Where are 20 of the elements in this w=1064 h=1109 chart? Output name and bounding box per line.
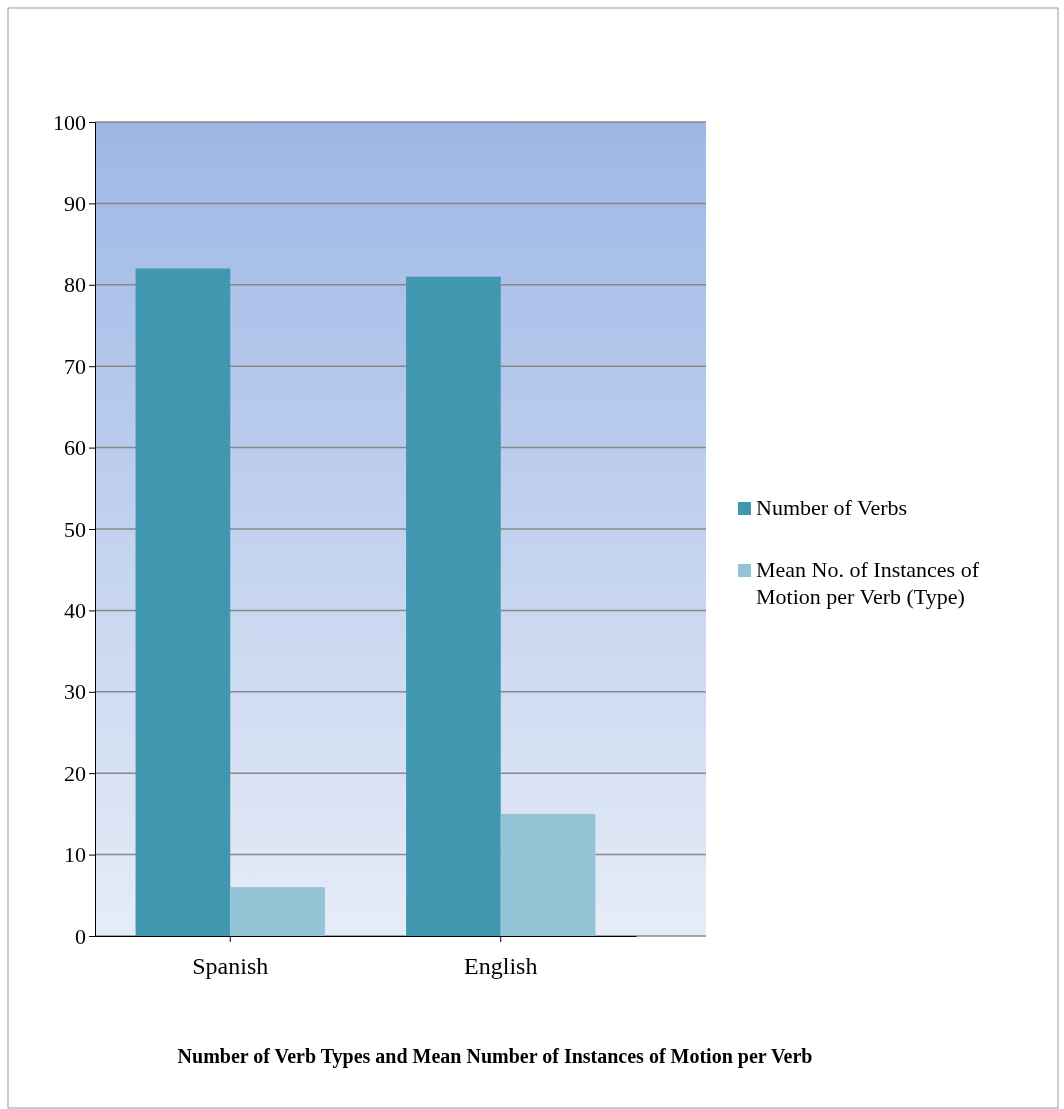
y-tick-label: 40 bbox=[64, 597, 86, 623]
y-tick-label: 30 bbox=[64, 679, 86, 705]
y-tick-label: 60 bbox=[64, 435, 86, 461]
y-tick-label: 10 bbox=[64, 842, 86, 868]
y-tick-label: 100 bbox=[53, 109, 86, 135]
bar bbox=[406, 276, 501, 936]
x-tick-label: English bbox=[464, 952, 538, 979]
text: Number of Verb Types and Mean Number of Instances of Motion per Verb bbox=[177, 1045, 813, 1068]
y-tick-label: 90 bbox=[64, 190, 86, 216]
y-tick-label: 0 bbox=[75, 923, 86, 949]
legend-label: Number of Verbs bbox=[756, 495, 908, 520]
y-tick-label: 70 bbox=[64, 353, 86, 379]
y-tick-label: 20 bbox=[64, 760, 86, 786]
bar bbox=[135, 268, 231, 936]
bar bbox=[230, 887, 325, 936]
bar bbox=[500, 813, 596, 936]
x-tick-label: Spanish bbox=[192, 952, 269, 979]
y-tick-label: 80 bbox=[64, 272, 86, 298]
legend-label: Mean No. of Instances of Motion per Verb (Type) bbox=[756, 557, 980, 609]
y-tick-label: 50 bbox=[64, 516, 86, 542]
